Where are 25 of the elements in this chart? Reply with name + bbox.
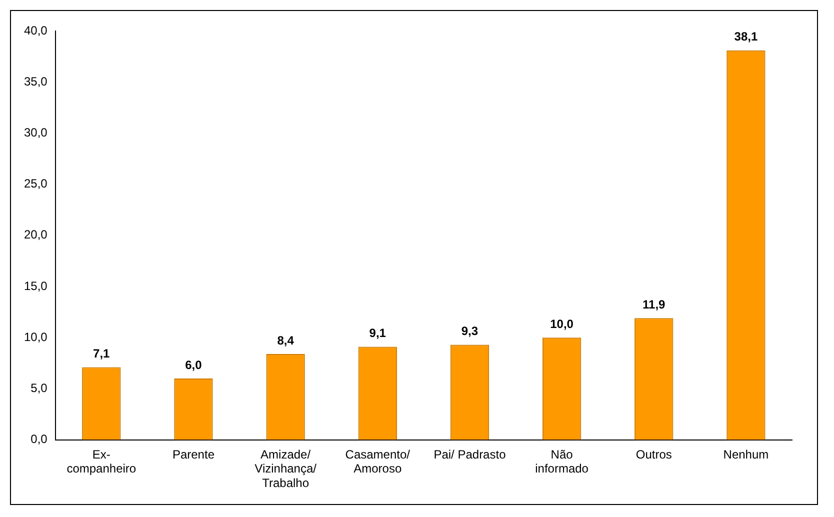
x-tick-label: Amizade/ Vizinhança/ Trabalho (254, 447, 318, 490)
y-tick-label: 40,0 (24, 23, 48, 38)
y-tick-label: 30,0 (24, 126, 48, 140)
data-label: 9,1 (369, 326, 386, 340)
y-tick-label: 25,0 (24, 176, 48, 191)
x-tick-label: Ex-companheiro (66, 447, 136, 476)
x-tick-label: Pai/ Padrasto (434, 447, 506, 462)
data-label: 8,4 (277, 333, 294, 348)
data-label: 6,0 (185, 358, 202, 372)
data-label: 10,0 (550, 316, 574, 331)
y-tick-label: 0,0 (30, 432, 48, 446)
data-label: 7,1 (93, 346, 110, 361)
y-tick-label: 15,0 (24, 278, 48, 293)
data-label: 9,3 (461, 324, 478, 338)
y-tick-label: 20,0 (24, 228, 48, 242)
y-tick-label: 5,0 (30, 381, 48, 396)
x-tick-label: Outros (636, 447, 672, 462)
data-label: 11,9 (642, 297, 666, 312)
x-tick-label: Nenhum (723, 447, 769, 462)
data-label: 38,1 (734, 30, 758, 44)
y-tick-label: 35,0 (24, 74, 48, 88)
y-tick-label: 10,0 (24, 330, 48, 344)
x-tick-label: Casamento/ Amoroso (345, 447, 411, 476)
x-tick-label: Não informado (535, 447, 589, 476)
x-tick-label: Parente (172, 447, 215, 462)
